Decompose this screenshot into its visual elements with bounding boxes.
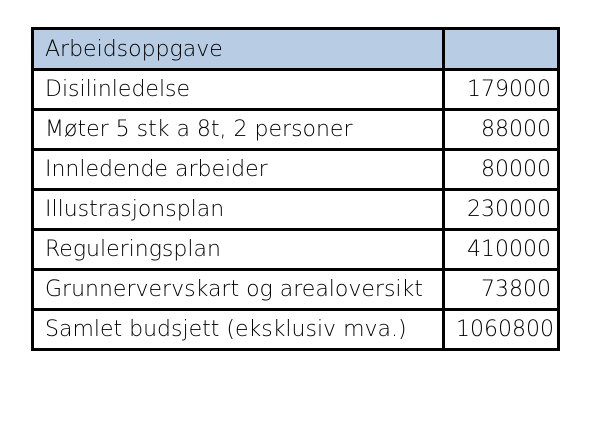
row-amount-cell: 73800	[442, 269, 560, 311]
row-description-cell: Møter 5 stk a 8t, 2 personer	[31, 109, 445, 151]
row-amount-cell: 230000	[442, 189, 560, 231]
row-amount-cell: 179000	[442, 69, 560, 111]
table-row: Møter 5 stk a 8t, 2 personer 88000	[31, 109, 560, 151]
total-amount-cell: 1060800	[442, 309, 560, 351]
table-row: Reguleringsplan 410000	[31, 229, 560, 271]
table-row: Innledende arbeider 80000	[31, 149, 560, 191]
row-amount-cell: 80000	[442, 149, 560, 191]
total-description-cell: Samlet budsjett (eksklusiv mva.)	[31, 309, 445, 351]
row-description-cell: Innledende arbeider	[31, 149, 445, 191]
row-description-cell: Illustrasjonsplan	[31, 189, 445, 231]
budget-table: Arbeidsoppgave Disilinledelse 179000 Møt…	[31, 27, 560, 351]
row-description-cell: Grunnervervskart og arealoversikt	[31, 269, 445, 311]
row-amount-cell: 88000	[442, 109, 560, 151]
total-row: Samlet budsjett (eksklusiv mva.) 1060800	[31, 309, 560, 351]
table-row: Illustrasjonsplan 230000	[31, 189, 560, 231]
table-row: Disilinledelse 179000	[31, 69, 560, 111]
row-description-cell: Disilinledelse	[31, 69, 445, 111]
table-row: Grunnervervskart og arealoversikt 73800	[31, 269, 560, 311]
header-amount-cell	[442, 28, 560, 71]
table-header-row: Arbeidsoppgave	[31, 28, 560, 71]
row-description-cell: Reguleringsplan	[31, 229, 445, 271]
row-amount-cell: 410000	[442, 229, 560, 271]
header-description-cell: Arbeidsoppgave	[31, 28, 445, 71]
